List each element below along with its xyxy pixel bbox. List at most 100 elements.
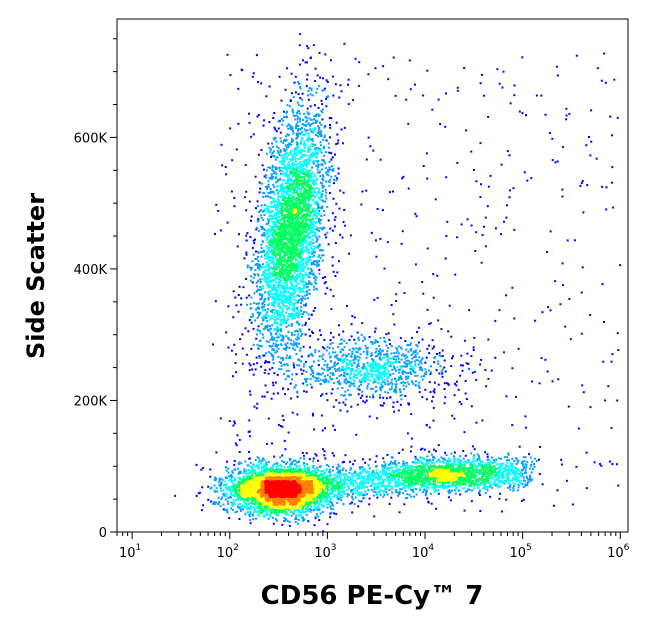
- event-dot: [297, 522, 299, 525]
- event-dot: [266, 246, 269, 249]
- event-dot: [334, 216, 337, 219]
- event-dot: [275, 212, 277, 215]
- event-dot: [277, 464, 280, 467]
- event-dot: [367, 470, 370, 473]
- event-dot: [264, 325, 267, 328]
- event-dot: [364, 373, 367, 376]
- event-dot: [373, 379, 375, 382]
- event-dot: [414, 365, 417, 368]
- event-dot: [265, 312, 267, 315]
- event-dot: [318, 126, 321, 129]
- event-dot: [263, 514, 266, 517]
- event-dot: [263, 354, 266, 357]
- event-dot: [401, 448, 404, 451]
- event-dot: [282, 303, 285, 306]
- event-dot: [312, 273, 315, 276]
- event-dot: [303, 147, 306, 150]
- event-dot: [389, 365, 392, 367]
- event-dot: [215, 451, 218, 454]
- event-dot: [321, 511, 324, 513]
- event-dot: [264, 185, 267, 188]
- event-dot: [378, 470, 381, 473]
- event-dot: [291, 157, 294, 160]
- event-dot: [347, 476, 349, 478]
- event-dot: [284, 88, 287, 91]
- event-dot: [554, 161, 557, 164]
- event-dot: [306, 45, 309, 48]
- event-dot: [312, 245, 315, 248]
- event-dot: [305, 370, 308, 373]
- event-dot: [355, 485, 358, 488]
- event-dot: [301, 251, 304, 254]
- event-dot: [269, 310, 272, 313]
- event-dot: [257, 218, 260, 221]
- event-dot: [293, 149, 296, 152]
- event-dot: [323, 134, 326, 137]
- event-dot: [401, 230, 404, 233]
- event-dot: [341, 236, 344, 239]
- event-dot: [212, 343, 214, 346]
- event-dot: [273, 305, 275, 308]
- event-dot: [264, 276, 266, 279]
- event-dot: [271, 348, 274, 351]
- event-dot: [409, 88, 412, 91]
- event-dot: [283, 322, 285, 325]
- event-dot: [290, 92, 293, 95]
- event-dot: [500, 233, 502, 236]
- event-dot: [524, 426, 527, 429]
- event-dot: [414, 455, 417, 458]
- event-dot: [347, 353, 350, 356]
- event-dot: [523, 465, 526, 468]
- event-dot: [311, 272, 314, 275]
- event-dot: [420, 358, 423, 361]
- event-dot: [334, 370, 337, 372]
- event-dot: [320, 207, 323, 210]
- event-dot: [313, 212, 316, 215]
- event-dot: [447, 496, 450, 499]
- event-dot: [243, 475, 245, 478]
- event-dot: [399, 483, 402, 486]
- event-dot: [397, 483, 400, 486]
- event-dot: [362, 469, 364, 472]
- event-dot: [212, 502, 215, 505]
- event-dot: [297, 157, 300, 160]
- event-dot: [296, 133, 299, 136]
- event-dot: [226, 483, 228, 486]
- event-dot: [258, 459, 261, 462]
- event-dot: [268, 271, 271, 274]
- event-dot: [433, 485, 436, 488]
- event-dot: [435, 353, 438, 355]
- event-dot: [213, 503, 216, 505]
- event-dot: [308, 203, 311, 205]
- event-dot: [350, 360, 353, 363]
- event-dot: [213, 489, 216, 492]
- event-dot: [593, 461, 596, 464]
- event-dot: [230, 485, 233, 488]
- event-dot: [382, 65, 385, 68]
- event-dot: [475, 180, 478, 183]
- event-dot: [292, 114, 295, 117]
- event-dot: [449, 485, 451, 488]
- event-dot: [387, 356, 390, 359]
- event-dot: [269, 290, 272, 293]
- event-dot: [369, 145, 372, 148]
- event-dot: [316, 263, 319, 266]
- event-dot: [453, 457, 455, 459]
- event-dot: [251, 468, 254, 471]
- event-dot: [392, 405, 395, 408]
- event-dot: [408, 485, 411, 488]
- event-dot: [266, 320, 269, 323]
- event-dot: [298, 342, 300, 345]
- event-dot: [291, 306, 294, 309]
- event-dot: [296, 112, 299, 114]
- event-dot: [314, 263, 317, 266]
- event-dot: [415, 215, 418, 218]
- event-dot: [300, 248, 302, 251]
- event-dot: [288, 524, 291, 527]
- event-dot: [250, 215, 253, 218]
- event-dot: [246, 475, 249, 478]
- event-dot: [350, 370, 353, 373]
- event-dot: [254, 517, 257, 520]
- event-dot: [282, 293, 284, 296]
- event-dot: [320, 227, 323, 230]
